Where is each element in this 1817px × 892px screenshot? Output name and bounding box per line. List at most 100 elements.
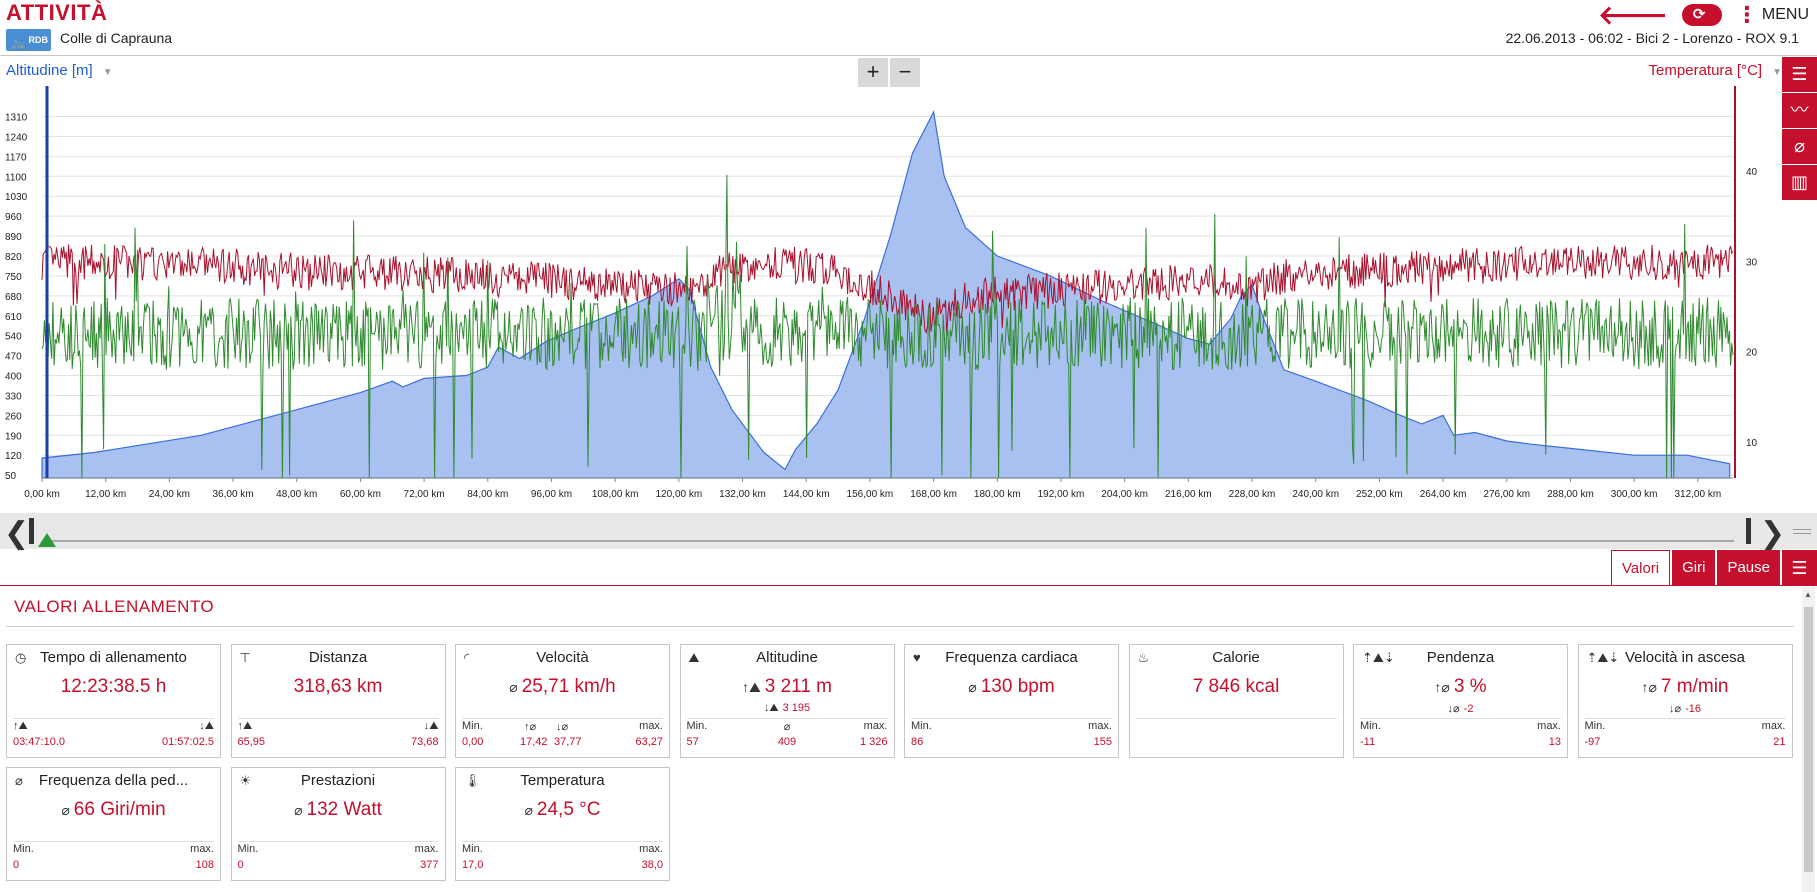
flame-icon: ♨ xyxy=(1137,650,1150,665)
list-icon[interactable]: ☰ xyxy=(1782,57,1817,92)
x-tick-label: 228,00 km xyxy=(1229,489,1276,500)
page-title: ATTIVITÀ xyxy=(6,0,108,25)
max-value: 155 xyxy=(1093,736,1112,748)
menu-button[interactable]: MENU xyxy=(1761,6,1809,23)
stat-title: Tempo di allenamento xyxy=(40,649,187,666)
min-label: Min. xyxy=(13,843,34,855)
zoom-out-button[interactable]: − xyxy=(890,58,920,87)
temperature-series xyxy=(41,244,1734,337)
range-handle-left[interactable] xyxy=(29,518,34,544)
cloud-sync-icon[interactable]: ⟳ xyxy=(1681,4,1722,26)
avg-ascent-value: 17,42 xyxy=(520,736,548,748)
scroll-up-icon[interactable]: ▲ xyxy=(1804,590,1812,599)
chart-axes: 50 120 190 260 330 400 470 540 610 680 750 820 890 96… xyxy=(5,86,1758,500)
stat-divider xyxy=(1135,718,1337,719)
stat-main-value: 24,5 °C xyxy=(536,799,601,820)
chart-range-slider[interactable]: ❮ ❯ xyxy=(0,513,1817,550)
max-label: max. xyxy=(639,843,663,855)
x-tick-label: 60,00 km xyxy=(340,489,381,500)
tab-laps[interactable]: Giri xyxy=(1672,550,1716,586)
max-value: 21 xyxy=(1773,736,1786,748)
x-tick-label: 264,00 km xyxy=(1420,489,1467,500)
stat-divider xyxy=(911,718,1112,719)
resize-grip-icon[interactable] xyxy=(1793,529,1811,534)
right-axis-selector[interactable]: Temperatura [°C] ▼ xyxy=(1649,62,1782,79)
min-label: Min. xyxy=(237,843,259,855)
avg-ascent-icon: ↑⌀ xyxy=(524,721,537,733)
min-value: 03:47:10.0 xyxy=(13,736,65,748)
stat-subvalue: ↓⌀ -2 xyxy=(1354,702,1567,715)
stat-card: ◷ Tempo di allenamento 12:23:38.5 h ↑⛰ ↓⛰ 03:… xyxy=(6,644,221,758)
stat-symbol: ⌀ xyxy=(509,679,518,695)
stat-title: Frequenza cardiaca xyxy=(945,649,1078,666)
stat-title: Frequenza della ped... xyxy=(38,772,189,789)
max-label: max. xyxy=(1761,720,1786,732)
stat-card: ☀ Prestazioni ⌀ 132 Watt Min. max. 0 377 xyxy=(230,767,446,881)
min-value: 57 xyxy=(686,736,699,748)
stat-sub-value: 3 195 xyxy=(782,702,811,714)
max-label: max. xyxy=(639,720,663,732)
min-value: 0 xyxy=(13,859,20,871)
zoom-in-button[interactable]: + xyxy=(858,58,888,87)
max-value: 01:57:02.5 xyxy=(162,736,214,748)
right-tick-label: 10 xyxy=(1746,438,1758,449)
stat-main-value: 132 Watt xyxy=(306,799,382,820)
line-chart-icon[interactable]: 〰 xyxy=(1782,93,1817,128)
chevron-left-icon[interactable]: ❮ xyxy=(4,517,30,550)
x-tick-label: 36,00 km xyxy=(212,489,253,500)
left-tick-label: 260 xyxy=(5,411,22,422)
stat-main-value: 7 846 kcal xyxy=(1192,676,1280,697)
stat-card: ♨ Calorie 7 846 kcal xyxy=(1128,644,1344,758)
slope-icon: ⇡⛰⇣ xyxy=(1362,650,1395,665)
stat-main-value: 66 Giri/min xyxy=(73,799,166,820)
x-tick-label: 276,00 km xyxy=(1483,489,1530,500)
position-marker[interactable] xyxy=(38,533,56,547)
stat-symbol: ↑⌀ xyxy=(1641,679,1657,695)
activity-chart[interactable]: 50 120 190 260 330 400 470 540 610 680 750 820 890 96… xyxy=(0,86,1782,506)
stat-value: 318,63 km xyxy=(232,676,445,698)
x-tick-label: 24,00 km xyxy=(149,489,190,500)
chart-area: Altitudine [m] ▼ + − Temperatura [°C] ▼ 50… xyxy=(0,56,1782,506)
x-tick-label: 108,00 km xyxy=(592,489,639,500)
stat-subvalue: ↓⌀ -16 xyxy=(1579,702,1792,715)
bar-chart-icon[interactable]: ▥ xyxy=(1782,165,1817,200)
stat-divider xyxy=(237,841,439,842)
average-icon[interactable]: ⌀ xyxy=(1782,129,1817,164)
tab-pauses[interactable]: Pause xyxy=(1717,550,1780,586)
range-handle-right[interactable] xyxy=(1746,518,1751,544)
x-tick-label: 0,00 km xyxy=(24,489,60,500)
stat-value: ⌀ 25,71 km/h xyxy=(456,676,669,698)
right-tick-label: 20 xyxy=(1746,348,1758,359)
x-tick-label: 156,00 km xyxy=(847,489,894,500)
max-value: 108 xyxy=(195,859,214,871)
chevron-right-icon[interactable]: ❯ xyxy=(1760,517,1786,550)
list-icon[interactable]: ☰ xyxy=(1782,550,1817,586)
zoom-controls: + − xyxy=(858,58,920,87)
min-label: Min. xyxy=(462,843,483,855)
bike-icon: 🚲 xyxy=(10,35,27,50)
descent-icon: ↓⛰ xyxy=(423,720,439,732)
left-axis-selector[interactable]: Altitudine [m] ▼ xyxy=(6,62,113,79)
menu-dots-icon[interactable]: ⋮ xyxy=(1735,2,1758,27)
ascent-icon: ↑⛰ xyxy=(13,720,28,732)
stat-title: Velocità xyxy=(536,649,589,666)
left-tick-label: 610 xyxy=(5,312,22,323)
stat-main-value: 130 bpm xyxy=(980,676,1055,697)
left-tick-label: 400 xyxy=(5,372,22,383)
mountain-icon: ⛰ xyxy=(688,650,700,665)
x-tick-label: 132,00 km xyxy=(719,489,766,500)
panel-scrollbar[interactable]: ▲ xyxy=(1802,587,1815,892)
avg-value: 409 xyxy=(777,736,797,748)
stat-title: Distanza xyxy=(308,649,368,666)
left-tick-label: 820 xyxy=(5,252,22,263)
left-tick-label: 1310 xyxy=(5,113,28,124)
scrollbar-thumb[interactable] xyxy=(1804,607,1813,872)
tab-values[interactable]: Valori xyxy=(1610,550,1671,586)
range-track[interactable] xyxy=(44,540,1734,542)
min-label: Min. xyxy=(1584,720,1606,732)
avg-descent-value: 37,77 xyxy=(554,736,582,748)
max-value: 38,0 xyxy=(641,859,663,871)
back-arrow-icon[interactable]: 🡐 xyxy=(1598,0,1668,30)
right-tick-label: 30 xyxy=(1746,257,1758,268)
x-tick-label: 192,00 km xyxy=(1038,489,1085,500)
